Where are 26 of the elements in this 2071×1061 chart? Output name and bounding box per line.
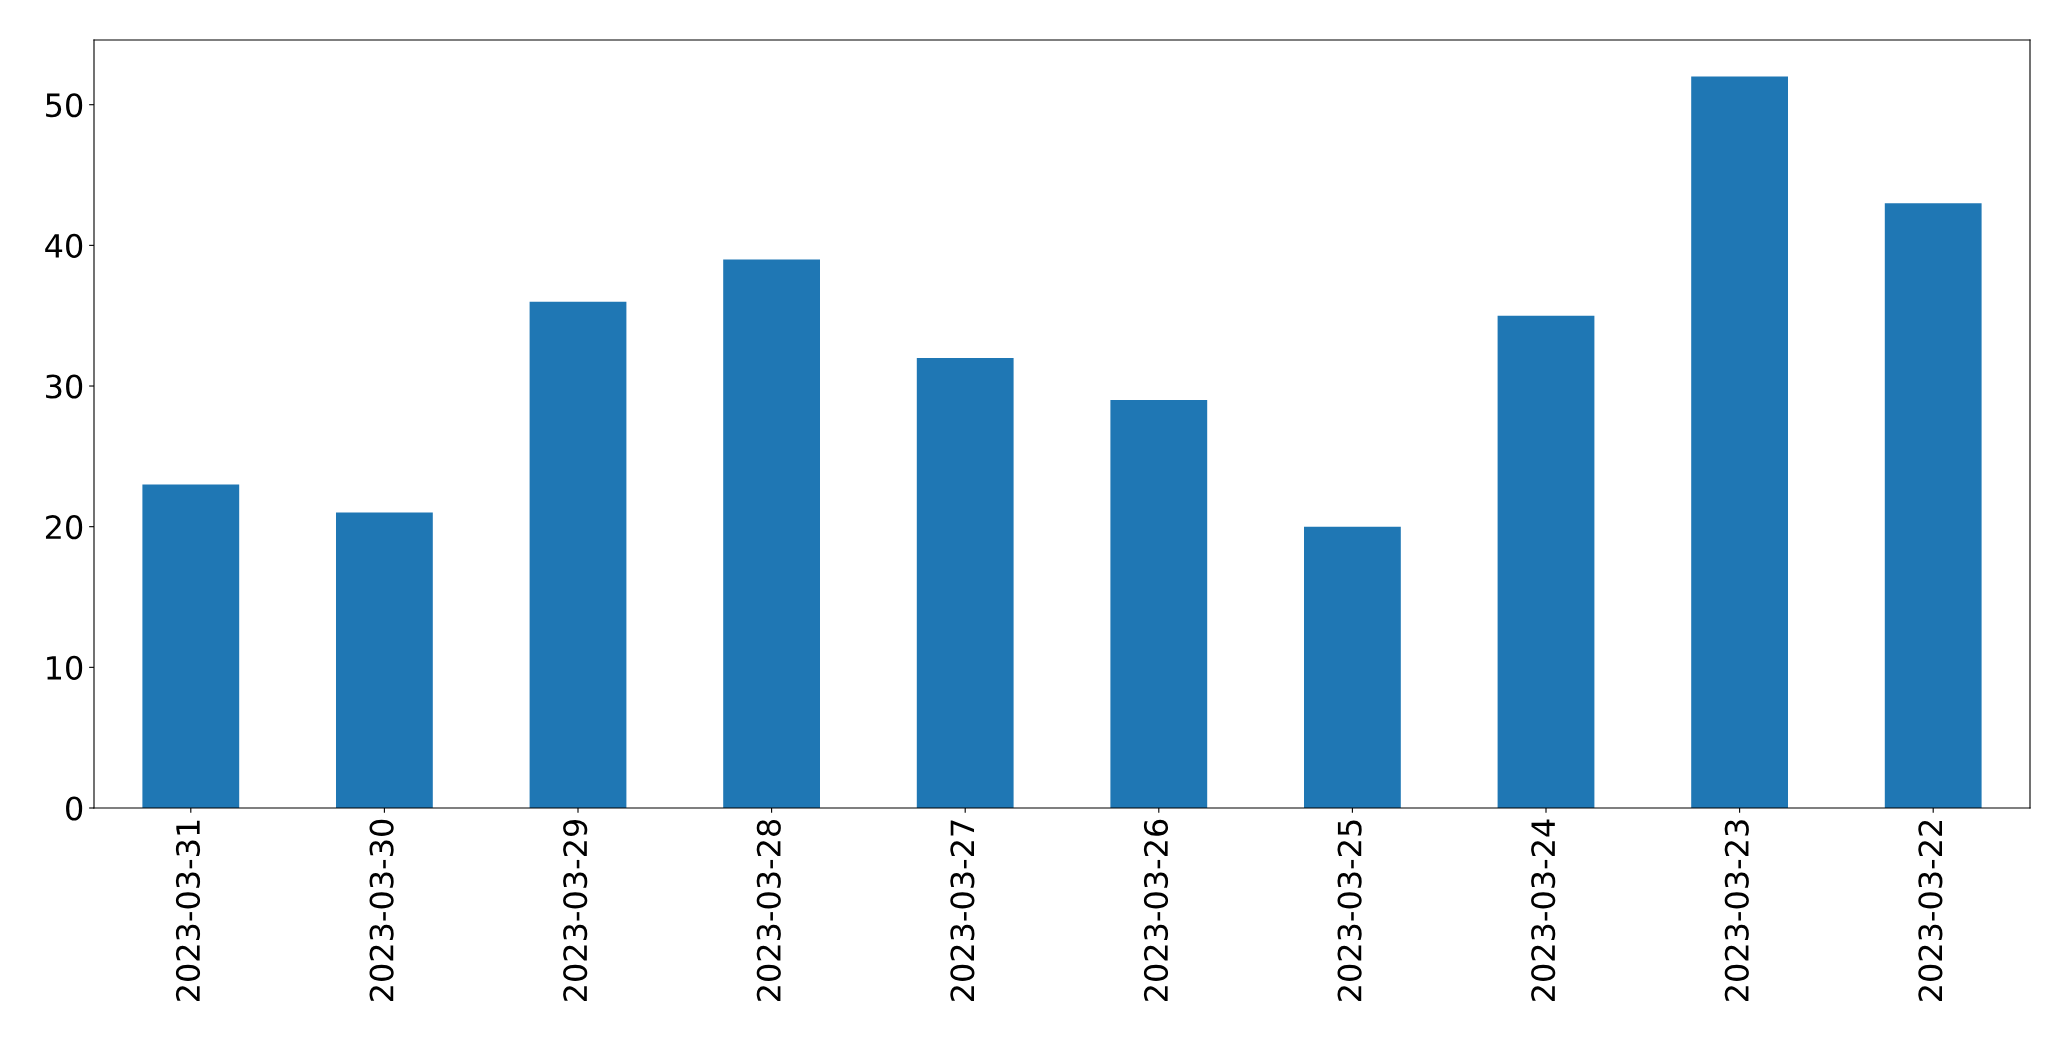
x-tick-label: 2023-03-30	[369, 819, 394, 1002]
x-tick-label: 2023-03-22	[1918, 820, 1943, 1002]
x-tick-label: 2023-03-27	[950, 820, 975, 1002]
bar	[1304, 526, 1401, 808]
y-tick-label: 50	[46, 93, 83, 118]
bar	[1691, 76, 1788, 808]
x-tick-label: 2023-03-29	[563, 819, 588, 1002]
bar	[142, 484, 240, 808]
y-tick-label: 10	[47, 655, 83, 680]
x-tick-label: 2023-03-26	[1143, 819, 1169, 1002]
bar	[916, 357, 1014, 808]
bar	[723, 259, 820, 808]
y-tick-label: 30	[46, 374, 83, 399]
bar	[1884, 203, 1982, 808]
x-tick-label: 2023-03-25	[1337, 820, 1362, 1002]
x-tick-label: 2023-03-24	[1531, 819, 1556, 1002]
bar	[1497, 315, 1595, 808]
bar	[1110, 400, 1208, 808]
x-tick-label: 2023-03-28	[756, 819, 781, 1002]
y-tick-label: 0	[66, 796, 83, 821]
y-tick-label: 20	[45, 515, 83, 540]
bar	[336, 512, 433, 808]
y-tick-label: 40	[45, 233, 83, 258]
x-tick-label: 2023-03-23	[1724, 820, 1749, 1002]
x-tick-label: 2023-03-31	[175, 820, 201, 1002]
bar	[529, 301, 627, 808]
